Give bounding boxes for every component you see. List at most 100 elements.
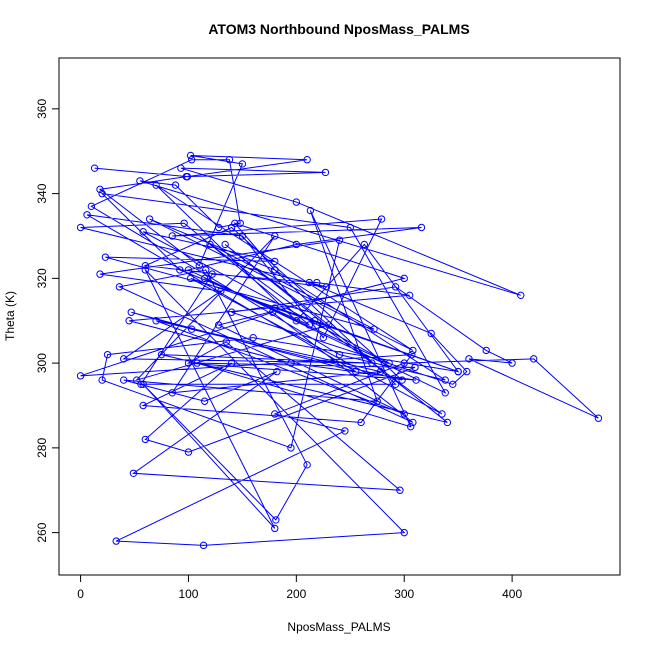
data-point [139, 380, 147, 388]
series-line [80, 154, 599, 546]
data-point [231, 219, 239, 227]
data-point [200, 397, 209, 405]
data-point [127, 308, 135, 316]
data-point [351, 367, 360, 376]
data-point [271, 257, 279, 266]
data-point [341, 427, 349, 435]
data-point [463, 367, 471, 376]
data-point [139, 228, 147, 236]
data-point [103, 350, 112, 359]
data-point [368, 359, 376, 367]
data-point [310, 317, 319, 325]
x-tick-label: 300 [394, 587, 414, 601]
x-tick-label: 200 [286, 587, 306, 601]
data-point [376, 367, 385, 376]
y-tick-label: 280 [35, 438, 49, 458]
data-point [303, 156, 311, 164]
data-point [306, 206, 315, 215]
data-point [438, 410, 446, 418]
data-point [449, 380, 457, 388]
data-point [482, 346, 490, 355]
data-point [409, 346, 417, 355]
data-point [594, 414, 603, 422]
data-point [400, 274, 408, 283]
data-point [145, 215, 154, 223]
data-point [214, 223, 223, 232]
data-point [139, 401, 147, 410]
data-point [287, 444, 295, 452]
data-point [208, 270, 216, 278]
data-point [199, 541, 208, 550]
data-point [120, 376, 128, 384]
data-point [184, 448, 193, 456]
data-point [427, 329, 435, 338]
data-point [360, 240, 369, 249]
y-tick-label: 340 [35, 183, 49, 203]
data-point [273, 367, 281, 376]
data-point [443, 418, 452, 427]
data-point [325, 321, 333, 329]
data-point [120, 355, 128, 363]
data-point [517, 291, 525, 300]
data-point [407, 422, 415, 431]
y-tick-label: 300 [35, 353, 49, 373]
data-point [221, 240, 229, 249]
data-point [292, 240, 301, 249]
data-point [417, 223, 426, 232]
data-point [96, 270, 104, 278]
data-point [412, 376, 420, 384]
data-point [129, 469, 138, 477]
data-point [400, 410, 408, 418]
data-point [96, 185, 104, 194]
data-point [125, 317, 133, 325]
data-point [400, 528, 408, 537]
data-point [184, 359, 193, 367]
data-point [186, 274, 195, 283]
data-point [168, 389, 176, 397]
data-point [141, 435, 150, 444]
data-point [76, 372, 85, 380]
data-point [222, 338, 230, 346]
data-point [249, 333, 257, 342]
data-point [508, 359, 516, 367]
data-point [115, 283, 124, 291]
data-point [168, 232, 176, 240]
data-point [400, 359, 408, 367]
data-point [271, 266, 279, 274]
data-point [271, 410, 279, 418]
data-point [176, 266, 184, 274]
data-point [83, 211, 91, 219]
x-tick-label: 400 [502, 587, 522, 601]
data-point [98, 376, 106, 384]
data-point [357, 418, 365, 427]
data-point [271, 232, 279, 240]
data-point [206, 240, 214, 249]
data-point [195, 261, 203, 270]
data-point [271, 304, 279, 312]
data-point [202, 266, 210, 274]
y-axis: 260 280 300 320 340 360 [35, 99, 59, 543]
data-point [321, 168, 330, 177]
data-point [408, 350, 416, 359]
data-point [112, 537, 120, 545]
plot-frame [58, 57, 621, 576]
data-point [398, 376, 406, 384]
y-axis-label: Theta (K) [3, 291, 17, 341]
data-point [292, 198, 301, 206]
data-point [184, 266, 193, 274]
data-point [98, 189, 106, 198]
data-point [441, 376, 449, 384]
data-point [465, 355, 473, 363]
data-point [225, 156, 234, 164]
data-point [529, 355, 538, 363]
data-point [157, 350, 166, 359]
data-point [385, 359, 393, 367]
data-point [409, 418, 417, 427]
data-point [101, 253, 110, 261]
data-point [200, 274, 209, 283]
data-point [271, 524, 279, 533]
data-point [214, 321, 223, 329]
data-point [405, 291, 414, 300]
data-point [217, 287, 225, 295]
data-point [319, 333, 328, 342]
